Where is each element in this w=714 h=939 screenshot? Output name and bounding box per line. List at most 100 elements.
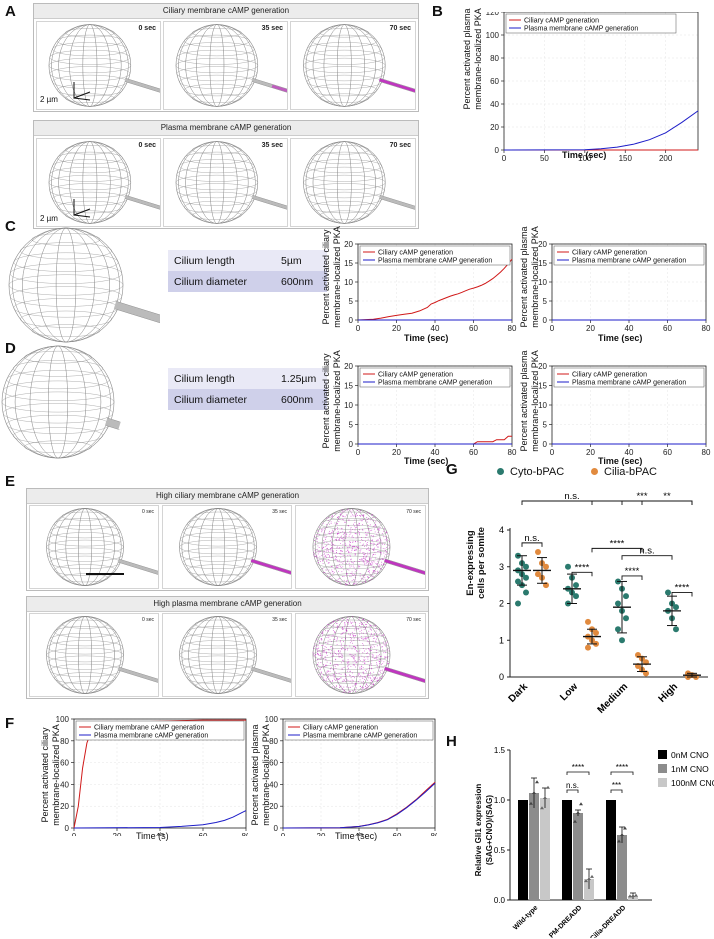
camp-dot xyxy=(328,673,330,675)
camp-dot xyxy=(371,633,373,635)
camp-dot xyxy=(348,583,350,585)
camp-dot xyxy=(356,638,358,640)
camp-dot xyxy=(353,632,355,634)
camp-dot xyxy=(357,547,359,549)
latitude-line xyxy=(54,564,117,576)
camp-dot xyxy=(352,635,354,637)
meridian-line xyxy=(312,24,376,107)
camp-dot xyxy=(321,547,323,549)
camp-dot xyxy=(385,645,387,647)
y-tick-label: 40 xyxy=(60,780,69,789)
camp-dot xyxy=(379,633,381,635)
camp-dot xyxy=(326,661,328,663)
camp-dot xyxy=(349,541,351,543)
camp-dot xyxy=(337,564,339,566)
camp-dot xyxy=(351,637,352,639)
camp-dot xyxy=(369,635,371,637)
camp-dot xyxy=(347,668,349,670)
legend-box xyxy=(284,720,434,741)
camp-dot xyxy=(367,673,369,675)
cilium xyxy=(250,666,299,685)
data-point xyxy=(535,549,541,556)
camp-dot xyxy=(337,626,339,628)
camp-dot xyxy=(368,563,370,565)
camp-dot xyxy=(328,559,330,560)
camp-dot xyxy=(332,627,334,629)
camp-dot xyxy=(374,572,376,574)
sphere-outline xyxy=(179,616,257,694)
camp-dot xyxy=(350,530,352,532)
camp-dot xyxy=(368,630,370,632)
camp-dot xyxy=(353,637,355,639)
camp-dot xyxy=(363,552,365,553)
x-tick-label: 200 xyxy=(659,154,673,162)
camp-dot xyxy=(374,547,376,549)
camp-dot xyxy=(341,687,343,689)
high-ciliary-simulation-title: High ciliary membrane cAMP generation xyxy=(27,489,428,504)
camp-dot xyxy=(379,656,381,657)
y-tick-label: 10 xyxy=(344,278,353,287)
camp-dot xyxy=(360,577,362,579)
camp-dot xyxy=(340,685,342,687)
replicate-point xyxy=(546,785,550,789)
meridian-line xyxy=(305,141,383,224)
camp-dot xyxy=(338,654,340,656)
camp-dot xyxy=(343,519,344,521)
legend-label: Plasma membrane cAMP generation xyxy=(378,380,492,387)
meridian-line xyxy=(209,141,225,224)
legend-box xyxy=(553,367,705,388)
meridian-line xyxy=(5,345,111,459)
camp-dot xyxy=(361,666,363,668)
camp-dot xyxy=(349,642,351,644)
cilium-edge xyxy=(118,562,165,577)
data-point xyxy=(573,593,579,600)
camp-dot xyxy=(342,646,343,648)
param-label: Cilium diameter xyxy=(174,275,247,288)
camp-dot xyxy=(333,571,335,573)
camp-dot xyxy=(333,620,335,622)
camp-dot xyxy=(349,541,351,543)
camp-dot xyxy=(335,672,337,674)
camp-dot xyxy=(367,637,369,639)
camp-dot xyxy=(336,638,338,640)
camp-dot xyxy=(337,620,338,622)
camp-dot xyxy=(333,677,335,679)
camp-dot xyxy=(379,541,381,543)
camp-dot xyxy=(353,646,355,648)
camp-dot xyxy=(343,679,345,680)
camp-dot xyxy=(318,550,320,552)
camp-dot xyxy=(358,567,360,569)
camp-dot xyxy=(346,622,348,624)
camp-dot xyxy=(314,643,316,645)
camp-dot xyxy=(352,540,354,542)
latitude-line xyxy=(304,183,385,199)
category-label: Cilia-DREADD xyxy=(589,904,627,938)
cell-model-image xyxy=(1,345,121,459)
camp-dot xyxy=(340,543,341,545)
camp-dot xyxy=(330,566,332,567)
camp-dot xyxy=(381,558,383,559)
camp-dot xyxy=(344,624,346,626)
camp-dot xyxy=(326,527,328,529)
camp-dot xyxy=(340,553,342,555)
latitude-line xyxy=(54,626,117,638)
time-label: 70 sec xyxy=(389,142,411,149)
camp-dot xyxy=(323,546,325,548)
y-tick-label: 100 xyxy=(265,715,279,724)
camp-dot xyxy=(329,577,331,579)
camp-dot xyxy=(332,654,334,656)
camp-dot xyxy=(344,535,346,537)
camp-dot xyxy=(322,674,324,675)
meridian-line xyxy=(12,227,120,343)
camp-dot xyxy=(375,652,377,654)
camp-dot xyxy=(317,664,319,665)
cilium-edge xyxy=(384,666,432,682)
camp-dot xyxy=(370,682,371,684)
camp-dot xyxy=(383,552,385,554)
camp-dot xyxy=(360,515,362,517)
camp-dot xyxy=(354,648,356,650)
camp-dot xyxy=(342,538,344,540)
latitude-line xyxy=(179,42,255,57)
camp-dot xyxy=(377,528,379,530)
